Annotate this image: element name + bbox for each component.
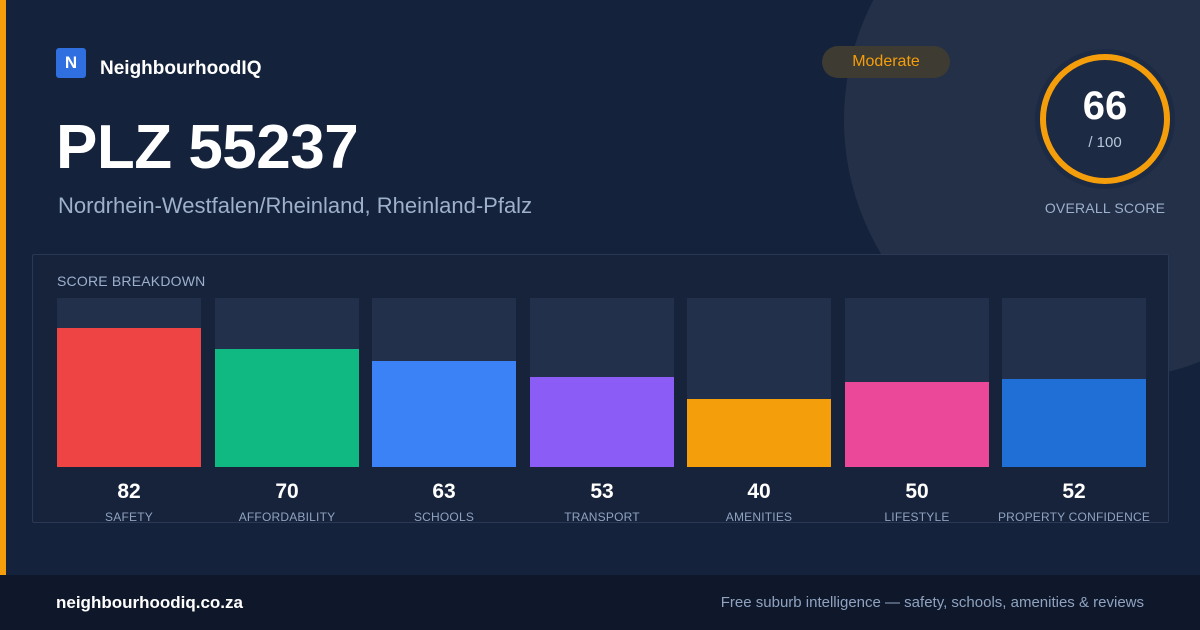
bar-fill: [57, 328, 201, 467]
bar-label: SAFETY: [105, 510, 153, 524]
bar-fill: [687, 399, 831, 467]
overall-score-max: / 100: [1088, 134, 1122, 151]
score-ring-icon: [1035, 49, 1175, 189]
bar-track: [215, 298, 359, 467]
bar-track: [530, 298, 674, 467]
bar-label: LIFESTYLE: [884, 510, 950, 524]
rating-badge: Moderate: [822, 46, 950, 78]
bar-value: 63: [432, 480, 456, 503]
share-card: N NeighbourhoodIQ Moderate PLZ 55237 Nor…: [0, 0, 1200, 575]
bar-label: SCHOOLS: [413, 510, 475, 524]
footer-url: neighbourhoodiq.co.za: [56, 593, 243, 612]
bar-track: [845, 298, 989, 467]
bar-label: AFFORDABILITY: [238, 510, 336, 524]
bar-fill: [530, 377, 674, 467]
bar-fill: [372, 361, 516, 467]
bar-track: [1002, 298, 1146, 467]
brand-name: NeighbourhoodIQ: [100, 58, 262, 79]
location-subtitle: Nordrhein-Westfalen/Rheinland, Rheinland…: [58, 193, 533, 218]
breakdown-title: SCORE BREAKDOWN: [57, 273, 206, 289]
brand: N NeighbourhoodIQ: [56, 46, 261, 80]
bar-value: 53: [590, 480, 614, 503]
bar-value: 40: [747, 480, 771, 503]
score-breakdown-panel: SCORE BREAKDOWN 82 SAFETY 70 AFFORDABILITY 6…: [32, 254, 1169, 524]
bar-value: 50: [905, 480, 929, 503]
bar-value: 82: [117, 480, 141, 503]
accent-stripe: [0, 0, 6, 575]
overall-score-label: OVERALL SCORE: [1044, 200, 1166, 216]
footer-tagline: Free suburb intelligence — safety, schoo…: [720, 594, 1144, 611]
bar-fill: [215, 349, 359, 467]
footer: neighbourhoodiq.co.za Free suburb intell…: [0, 575, 1200, 630]
page-title: PLZ 55237: [56, 113, 359, 182]
bar-track: [687, 298, 831, 467]
bar-value: 52: [1062, 480, 1086, 503]
bar-label: TRANSPORT: [564, 510, 640, 524]
overall-score-ring: 66 / 100: [1030, 44, 1180, 194]
bar-fill: [845, 382, 989, 467]
bar-label: AMENITIES: [725, 510, 793, 524]
score-ring-progress: [1040, 54, 1170, 184]
brand-logo-icon: N: [56, 48, 86, 78]
bar-track: [57, 298, 201, 467]
bar-track: [372, 298, 516, 467]
bar-value: 70: [275, 480, 299, 503]
overall-score-value: 66: [1082, 84, 1128, 128]
bar-label: PROPERTY CONFIDENCE: [997, 510, 1151, 524]
bar-fill: [1002, 379, 1146, 467]
